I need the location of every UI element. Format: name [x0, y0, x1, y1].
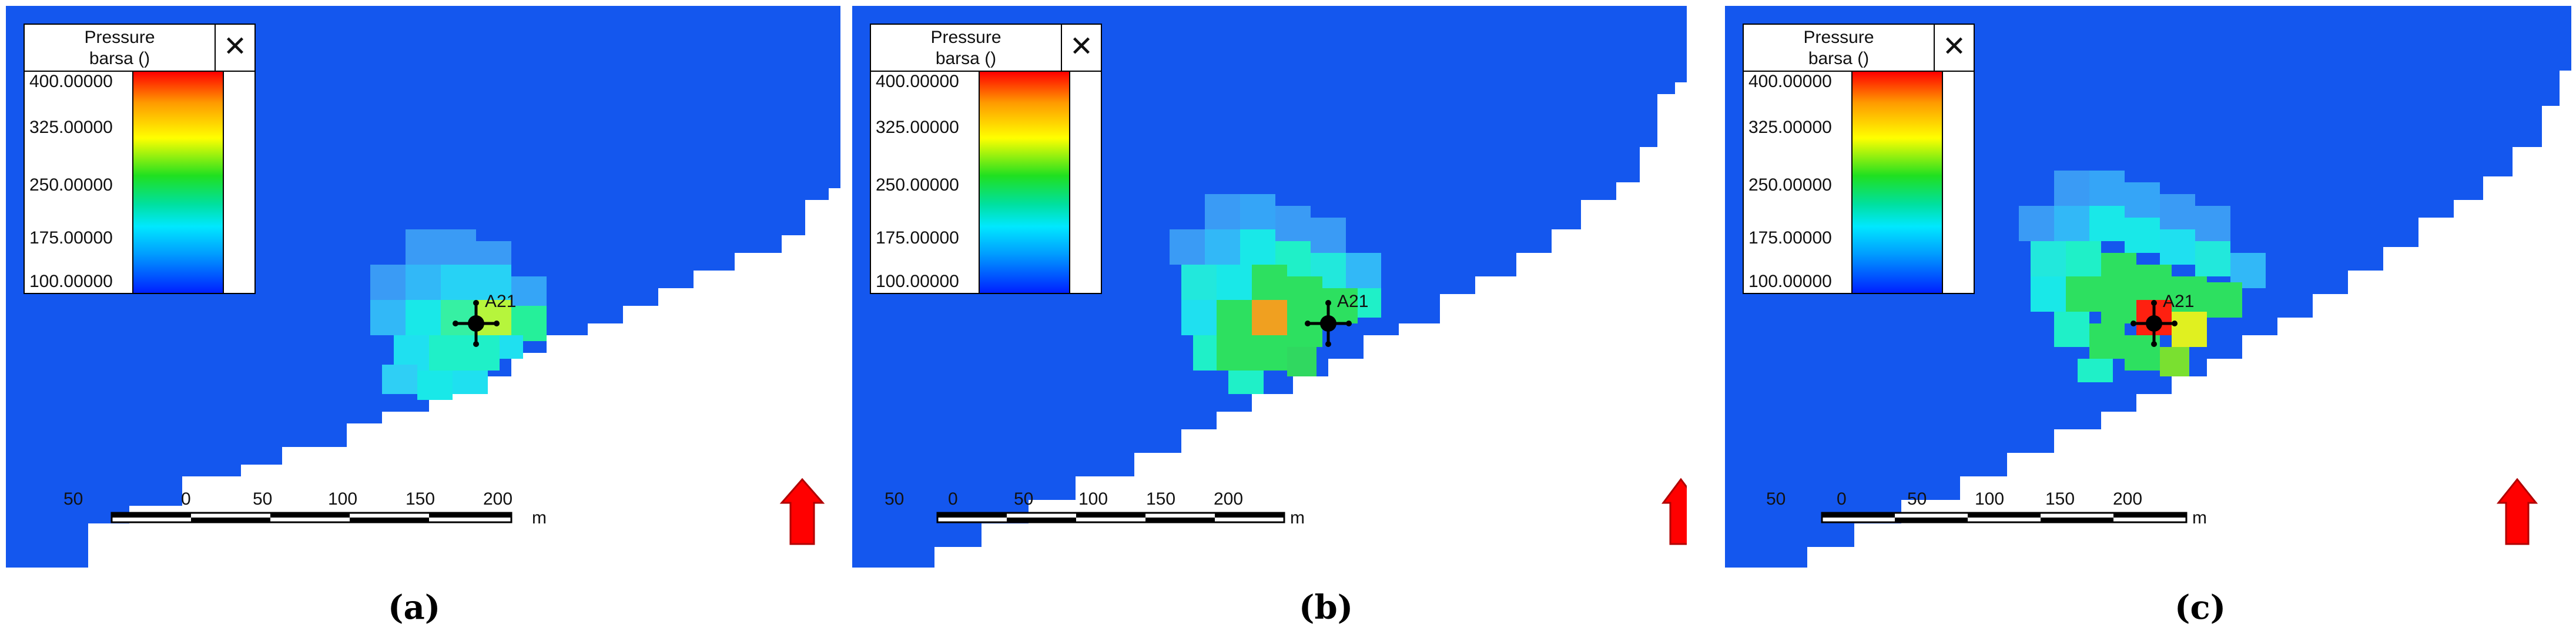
- legend-tick: 250.00000: [29, 175, 113, 195]
- well-marker: A21: [1305, 292, 1368, 347]
- well-label: A21: [485, 292, 516, 311]
- scale-tick-label: 50: [63, 489, 83, 509]
- legend-color-bar: [980, 72, 1070, 293]
- well-marker: A21: [453, 292, 516, 347]
- scale-tick-label: 0: [1837, 489, 1847, 509]
- scale-tick-label: 50: [1014, 489, 1033, 509]
- legend-histogram: [1070, 72, 1101, 293]
- legend-title: Pressure barsa (): [871, 25, 1062, 72]
- scale-tick-label: 100: [1975, 489, 2004, 509]
- pressure-legend: Pressure barsa () ✕ 400.00000 325.00000 2…: [870, 24, 1102, 294]
- legend-color-bar: [1853, 72, 1943, 293]
- north-arrow-icon: [1661, 478, 1687, 545]
- legend-tick-labels: 400.00000 325.00000 250.00000 175.00000 …: [871, 72, 980, 293]
- pressure-plume: [1170, 194, 1381, 394]
- north-arrow-icon: [2496, 478, 2538, 545]
- caption-b: (b): [1299, 588, 1354, 627]
- scale-tick-label: 50: [885, 489, 904, 509]
- legend-histogram: [224, 72, 254, 293]
- scale-bar: 50 0 50 100 150 200 m: [885, 489, 1305, 528]
- north-arrow-icon: [779, 478, 825, 545]
- legend-tick-labels: 400.00000 325.00000 250.00000 175.00000 …: [25, 72, 133, 293]
- legend-tick: 325.00000: [29, 118, 113, 137]
- caption-a: (a): [388, 588, 441, 627]
- pressure-plume: [2019, 171, 2266, 382]
- legend-title: Pressure barsa (): [1744, 25, 1935, 72]
- scale-unit: m: [1290, 508, 1305, 528]
- legend-tick: 100.00000: [876, 272, 959, 291]
- scale-bar: 50 0 50 100 150 200 m: [63, 489, 547, 528]
- scale-tick-label: 200: [1214, 489, 1243, 509]
- close-icon[interactable]: ✕: [1935, 25, 1974, 72]
- panel-b: A21 50 0 50 100 150 200 m Pressure barsa …: [852, 6, 1687, 568]
- legend-tick-labels: 400.00000 325.00000 250.00000 175.00000 …: [1744, 72, 1853, 293]
- legend-tick: 250.00000: [876, 175, 959, 195]
- legend-tick: 175.00000: [876, 228, 959, 248]
- pressure-legend: Pressure barsa () ✕ 400.00000 325.00000 2…: [1743, 24, 1975, 294]
- scale-tick-label: 150: [1146, 489, 1175, 509]
- scale-unit: m: [2192, 508, 2207, 528]
- legend-histogram: [1943, 72, 1974, 293]
- scale-tick-label: 200: [2113, 489, 2142, 509]
- well-label: A21: [2163, 292, 2194, 311]
- panel-a: A21 50 0 50 100 150 200 m Pressure barsa …: [6, 6, 840, 568]
- well-label: A21: [1337, 292, 1368, 311]
- legend-title: Pressure barsa (): [25, 25, 216, 72]
- legend-tick: 400.00000: [1748, 72, 1832, 91]
- scale-tick-label: 200: [483, 489, 512, 509]
- scale-tick-label: 50: [253, 489, 272, 509]
- panel-c: A21 50 0 50 100 150 200 m Pressure barsa …: [1725, 6, 2571, 568]
- scale-tick-label: 100: [328, 489, 357, 509]
- pressure-plume: [370, 229, 547, 400]
- scale-tick-label: 50: [1766, 489, 1786, 509]
- legend-tick: 250.00000: [1748, 175, 1832, 195]
- legend-tick: 400.00000: [29, 72, 113, 91]
- legend-tick: 175.00000: [29, 228, 113, 248]
- legend-tick: 100.00000: [29, 272, 113, 291]
- close-icon[interactable]: ✕: [1062, 25, 1101, 72]
- scale-tick-label: 50: [1907, 489, 1927, 509]
- scale-tick-label: 150: [2045, 489, 2075, 509]
- legend-color-bar: [133, 72, 224, 293]
- legend-tick: 325.00000: [876, 118, 959, 137]
- scale-tick-label: 150: [406, 489, 435, 509]
- scale-unit: m: [532, 508, 547, 528]
- legend-tick: 100.00000: [1748, 272, 1832, 291]
- pressure-legend: Pressure barsa () ✕ 400.00000 325.00000 2…: [24, 24, 256, 294]
- legend-tick: 400.00000: [876, 72, 959, 91]
- legend-tick: 325.00000: [1748, 118, 1832, 137]
- scale-tick-label: 0: [948, 489, 958, 509]
- scale-tick-label: 100: [1078, 489, 1108, 509]
- scale-bar: 50 0 50 100 150 200 m: [1766, 489, 2207, 528]
- scale-tick-label: 0: [181, 489, 191, 509]
- close-icon[interactable]: ✕: [216, 25, 254, 72]
- well-marker: A21: [2131, 292, 2194, 347]
- caption-c: (c): [2175, 588, 2226, 627]
- legend-tick: 175.00000: [1748, 228, 1832, 248]
